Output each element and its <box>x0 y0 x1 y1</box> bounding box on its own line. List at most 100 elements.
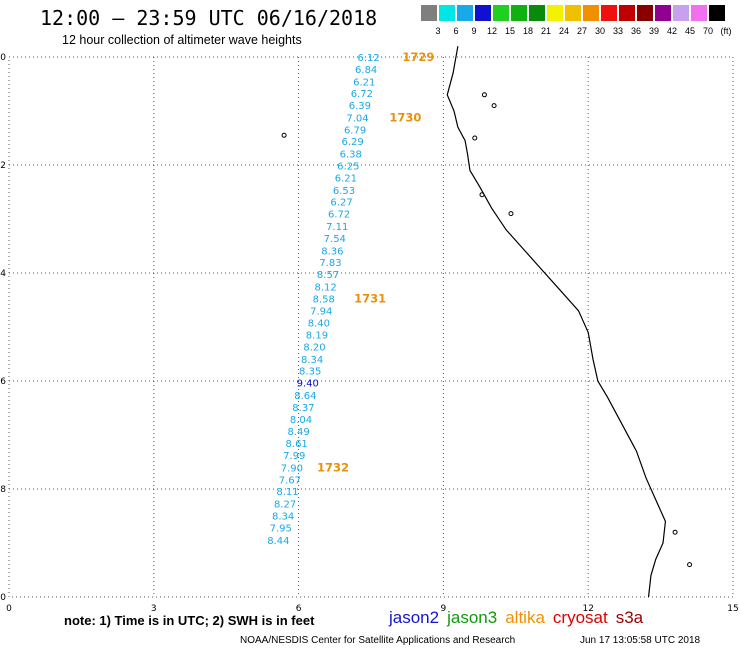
colorbar-label: 33 <box>612 26 623 36</box>
swh-value: 8.35 <box>299 367 321 378</box>
y-tick-label: 0 <box>0 53 6 63</box>
swh-value: 6.21 <box>353 77 375 88</box>
swh-value: 8.12 <box>314 283 336 294</box>
map-title: 12:00 — 23:59 UTC 06/16/2018 <box>40 6 378 30</box>
satellite-legend-item: cryosat <box>552 608 608 627</box>
satellite-legend-item: jason2 <box>389 608 440 627</box>
swh-value: 6.72 <box>351 89 373 100</box>
swh-value: 8.44 <box>267 536 289 547</box>
swh-value: 8.61 <box>286 439 308 450</box>
footnote: note: 1) Time is in UTC; 2) SWH is in fe… <box>64 613 315 628</box>
swh-value: 7.99 <box>283 451 305 462</box>
swh-value: 6.84 <box>355 65 377 76</box>
colorbar-label: 9 <box>471 26 477 36</box>
colorbar-swatch <box>547 5 563 21</box>
satellite-legend-item: s3a <box>615 608 644 627</box>
colorbar-unit: (ft) <box>720 26 732 36</box>
island-outline <box>281 132 287 138</box>
colorbar-label: 70 <box>702 26 713 36</box>
y-tick-label: -2 <box>0 161 6 171</box>
swh-value: 8.58 <box>313 294 335 305</box>
y-tick-label: -4 <box>0 269 6 279</box>
island-outline <box>472 135 478 141</box>
colorbar-swatch <box>601 5 617 21</box>
colorbar-label: 12 <box>486 26 497 36</box>
colorbar-swatch <box>421 5 437 21</box>
colorbar-swatch <box>493 5 509 21</box>
colorbar-label: 18 <box>522 26 533 36</box>
pass-time-label: 1732 <box>317 460 349 474</box>
island-outline <box>687 562 693 568</box>
colorbar-label: 42 <box>666 26 677 36</box>
y-tick-label: -6 <box>0 377 6 387</box>
credit-line: NOAA/NESDIS Center for Satellite Applica… <box>240 635 516 646</box>
colorbar-swatch <box>439 5 455 21</box>
colorbar-label: 27 <box>576 26 587 36</box>
colorbar-swatch <box>691 5 707 21</box>
swh-value: 6.25 <box>337 162 359 173</box>
colorbar-label: 21 <box>540 26 551 36</box>
swh-value: 6.39 <box>349 101 371 112</box>
swh-value: 6.38 <box>340 150 362 161</box>
swh-value: 6.72 <box>328 210 350 221</box>
colorbar-swatch <box>565 5 581 21</box>
island-outline <box>491 103 497 109</box>
map-grid <box>9 57 733 597</box>
colorbar-swatch <box>475 5 491 21</box>
pass-time-label: 1730 <box>389 110 421 124</box>
pass-time-label: 1729 <box>402 50 434 64</box>
x-tick-label: 15 <box>727 604 738 614</box>
colorbar-label: 45 <box>684 26 695 36</box>
swh-value: 7.11 <box>326 222 348 233</box>
coastline <box>281 46 693 598</box>
swh-value: 8.57 <box>317 270 339 281</box>
colorbar-swatch <box>709 5 725 21</box>
map-frame <box>8 56 734 598</box>
swh-value: 7.67 <box>279 475 301 486</box>
colorbar-swatch <box>583 5 599 21</box>
swh-value: 8.27 <box>274 500 296 511</box>
swh-value: 8.20 <box>303 342 325 353</box>
island-outline <box>672 529 678 535</box>
swh-value: 8.49 <box>287 427 309 438</box>
swh-value: 8.64 <box>294 391 316 402</box>
swh-value: 7.90 <box>281 463 303 474</box>
satellite-legend-item: altika <box>505 608 545 627</box>
colorbar-swatch <box>655 5 671 21</box>
swh-value: 8.36 <box>321 246 343 257</box>
swh-value: 8.34 <box>272 511 294 522</box>
x-tick-label: 9 <box>441 604 447 614</box>
x-tick-label: 0 <box>6 604 12 614</box>
swh-value: 7.94 <box>310 306 332 317</box>
colorbar-label: 36 <box>630 26 641 36</box>
colorbar-swatch <box>673 5 689 21</box>
swh-value: 6.21 <box>335 173 357 184</box>
colorbar-swatch <box>457 5 473 21</box>
colorbar-label: 15 <box>504 26 515 36</box>
colorbar-label: 6 <box>453 26 459 36</box>
swh-value: 8.04 <box>290 415 312 426</box>
swh-value: 6.53 <box>333 186 355 197</box>
satellite-legend-item: jason3 <box>447 608 498 627</box>
colorbar-label: 30 <box>594 26 605 36</box>
colorbar-label: 24 <box>558 26 569 36</box>
pass-labels: 1729 1730 1731 1732 <box>317 50 434 474</box>
swh-value: 8.34 <box>301 355 323 366</box>
swh-value: 8.37 <box>292 403 314 414</box>
swh-value: 6.27 <box>330 198 352 209</box>
y-tick-label: -8 <box>0 485 6 495</box>
map-subtitle: 12 hour collection of altimeter wave hei… <box>62 33 302 47</box>
coastline-path <box>446 46 667 598</box>
x-tick-label: 3 <box>151 604 157 614</box>
swh-value: 6.12 <box>357 53 379 64</box>
x-tick-label: 12 <box>582 604 593 614</box>
swh-value: 7.95 <box>270 523 292 534</box>
island-outline <box>479 192 485 198</box>
swh-value: 7.83 <box>319 258 341 269</box>
swh-value: 6.79 <box>344 125 366 136</box>
swh-value: 8.19 <box>306 331 328 342</box>
colorbar-swatch <box>619 5 635 21</box>
colorbar-label: 39 <box>648 26 659 36</box>
map-border <box>8 56 734 598</box>
